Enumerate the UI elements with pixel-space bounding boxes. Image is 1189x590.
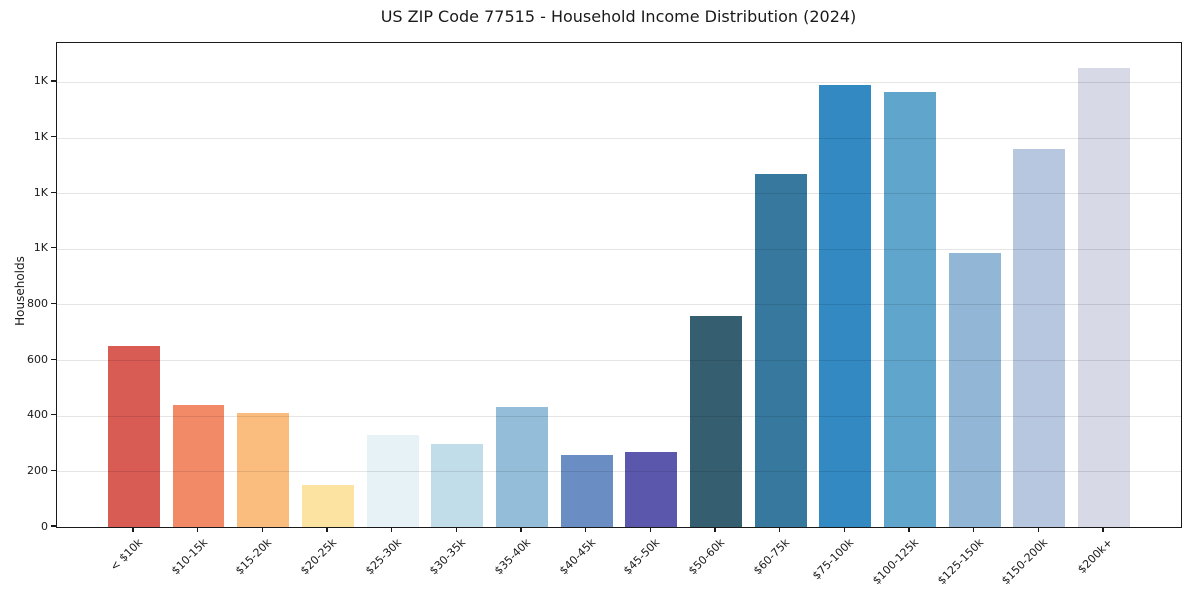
x-tick-mark xyxy=(649,527,651,533)
x-tick-label: $15-20k xyxy=(233,536,275,578)
x-tick-mark xyxy=(585,527,587,533)
y-tick-mark xyxy=(51,469,56,471)
x-tick-mark xyxy=(973,527,975,533)
x-tick-label: $20-25k xyxy=(297,536,340,578)
y-tick-label: 1K xyxy=(33,241,48,255)
x-tick-label: $100-125k xyxy=(870,536,922,588)
x-tick-mark xyxy=(391,527,393,533)
x-tick-mark xyxy=(843,527,845,533)
x-tick-label: $25-30k xyxy=(362,536,404,578)
x-tick-mark xyxy=(261,527,263,533)
x-tick-mark xyxy=(714,527,716,533)
x-tick-label: $40-45k xyxy=(556,536,598,578)
x-tick-mark xyxy=(132,527,134,533)
x-tick-label: $10-15k xyxy=(168,536,210,578)
bar-$50-60k xyxy=(690,315,742,527)
y-tick-mark xyxy=(51,414,56,416)
y-tick-label: 1K xyxy=(33,185,48,199)
x-tick-label: $35-40k xyxy=(491,536,534,578)
x-tick-label: $30-35k xyxy=(427,536,469,578)
y-tick-label: 0 xyxy=(41,519,48,533)
chart-title: US ZIP Code 77515 - Household Income Dis… xyxy=(380,7,857,26)
x-tick-label: $50-60k xyxy=(685,536,728,578)
bar-$35-40k xyxy=(496,407,548,527)
y-tick-label: 800 xyxy=(27,296,48,310)
y-tick-mark xyxy=(51,135,56,138)
x-tick-label: $125-150k xyxy=(934,536,986,588)
x-tick-mark xyxy=(1037,527,1039,533)
bar-$20-25k xyxy=(302,485,354,527)
x-tick-label: $45-50k xyxy=(621,536,663,578)
x-tick-label: $60-75k xyxy=(750,536,792,578)
x-tick-label: < $10k xyxy=(107,536,146,574)
bar-$60-75k xyxy=(754,173,807,527)
y-tick-mark xyxy=(51,80,56,82)
y-tick-label: 1K xyxy=(33,130,48,144)
x-tick-mark xyxy=(779,527,781,533)
x-tick-mark xyxy=(520,527,522,533)
plot-area xyxy=(56,42,1182,528)
bar-$45-50k xyxy=(625,451,678,527)
bar-$200k+ xyxy=(1078,68,1130,527)
x-tick-label: $75-100k xyxy=(810,536,857,583)
y-tick-label: 600 xyxy=(27,352,48,366)
bar-$100-125k xyxy=(884,91,936,527)
x-tick-mark xyxy=(326,527,328,533)
y-tick-label: 400 xyxy=(27,408,48,422)
y-tick-label: 1K xyxy=(33,74,48,88)
bar-$15-20k xyxy=(237,412,290,527)
bar-$75-100k xyxy=(819,84,872,527)
gridline xyxy=(57,248,1181,250)
x-tick-mark xyxy=(1102,527,1104,533)
y-tick-mark xyxy=(51,358,56,360)
y-tick-mark xyxy=(51,247,56,249)
bar-$40-45k xyxy=(560,454,613,527)
x-tick-mark xyxy=(455,527,457,533)
gridline xyxy=(57,304,1181,306)
bar-$25-30k xyxy=(366,435,419,527)
y-tick-label: 200 xyxy=(27,463,48,477)
gridline xyxy=(57,360,1181,362)
y-axis-title: Households xyxy=(13,256,27,326)
gridline xyxy=(57,471,1181,473)
y-tick-mark xyxy=(51,525,56,527)
y-tick-mark xyxy=(51,302,56,305)
bar-$30-35k xyxy=(431,443,484,527)
x-tick-mark xyxy=(197,527,199,533)
bar-$125-150k xyxy=(948,253,1001,527)
y-tick-mark xyxy=(51,191,56,193)
gridline xyxy=(57,193,1181,195)
bar-< $10k xyxy=(108,346,160,527)
x-tick-label: $200k+ xyxy=(1075,536,1116,577)
bar-$150-200k xyxy=(1013,148,1066,527)
gridline xyxy=(57,81,1181,83)
x-tick-mark xyxy=(908,527,910,533)
x-tick-label: $150-200k xyxy=(999,536,1051,588)
gridline xyxy=(57,415,1181,417)
bar-$10-15k xyxy=(172,404,225,527)
gridline xyxy=(57,137,1181,139)
